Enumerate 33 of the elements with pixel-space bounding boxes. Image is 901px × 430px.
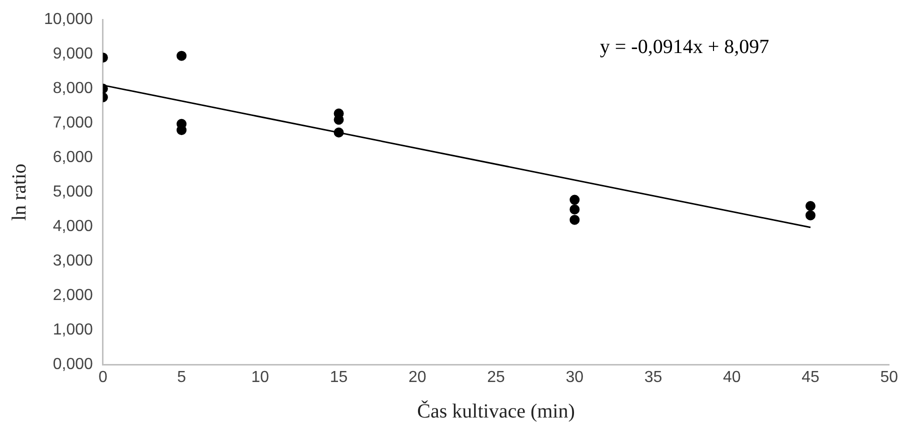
- x-tick-label: 20: [408, 368, 426, 386]
- x-tick-label: 15: [330, 368, 348, 386]
- point: [570, 204, 580, 214]
- x-tick-label: 45: [802, 368, 820, 386]
- y-tick-label: 4,000: [52, 218, 94, 236]
- y-axis-title: ln ratio: [8, 164, 30, 221]
- y-tick-label: 7,000: [52, 114, 94, 132]
- y-tick-label: 9,000: [52, 46, 94, 63]
- point: [805, 210, 816, 220]
- x-tick-label: 40: [722, 368, 741, 386]
- point: [334, 127, 344, 138]
- point: [570, 194, 580, 205]
- x-tick-label: 50: [880, 368, 898, 386]
- x-tick-label: 10: [251, 368, 270, 386]
- y-tick-label: 8,000: [52, 80, 94, 98]
- x-tick-label: 35: [644, 368, 662, 386]
- point: [570, 214, 580, 225]
- x-tick-label: 30: [566, 368, 584, 386]
- point: [805, 201, 816, 212]
- point: [176, 125, 187, 136]
- y-tick-label: 6,000: [52, 149, 94, 166]
- y-tick-label: 5,000: [52, 184, 94, 201]
- x-tick-label: 25: [487, 368, 506, 386]
- x-tick-label: 5: [177, 368, 186, 386]
- y-tick-label: 2,000: [52, 287, 94, 304]
- x-axis-title: Čas kultivace (min): [417, 399, 575, 422]
- x-tick-label: 0: [98, 368, 108, 386]
- y-tick-label: 3,000: [52, 252, 94, 270]
- y-tick-label: 1,000: [52, 322, 94, 339]
- y-tick-label: 10,000: [44, 11, 94, 28]
- y-tick-label: 0,000: [52, 356, 94, 374]
- point: [176, 50, 187, 61]
- annotation: y = -0,0914x + 8,097: [600, 36, 770, 58]
